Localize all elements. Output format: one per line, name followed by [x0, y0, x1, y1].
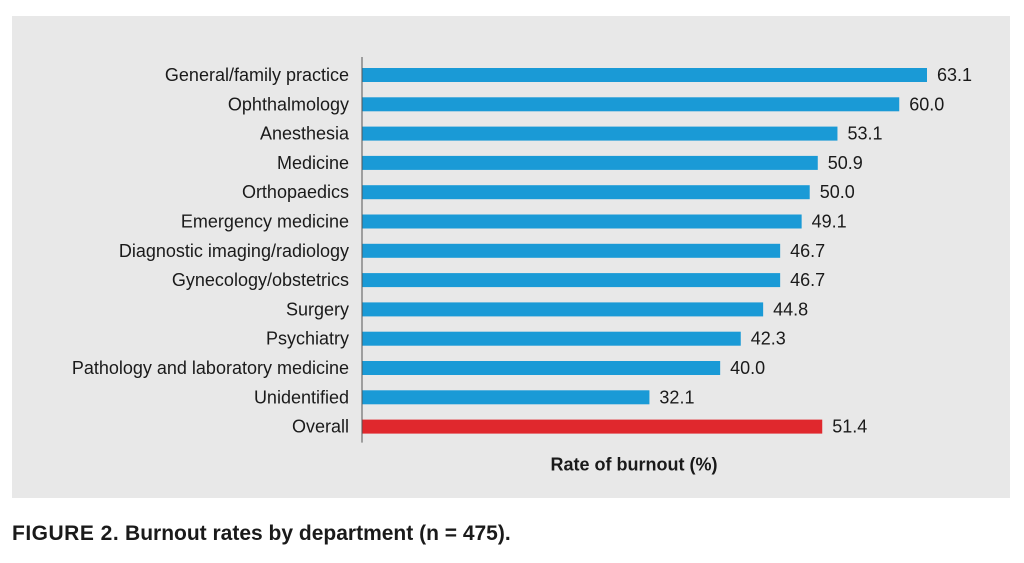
- department-bar: [362, 390, 650, 405]
- department-bar: [362, 185, 810, 200]
- category-label: Orthopaedics: [242, 182, 349, 202]
- category-label: Surgery: [286, 299, 349, 319]
- value-label: 50.9: [828, 153, 863, 173]
- department-bar: [362, 97, 900, 112]
- x-axis-title: Rate of burnout (%): [551, 455, 718, 475]
- value-label: 49.1: [812, 212, 847, 232]
- category-label: Emergency medicine: [181, 212, 349, 232]
- department-bar: [362, 273, 781, 288]
- value-label: 50.0: [820, 182, 855, 202]
- figure-number: FIGURE 2.: [12, 522, 120, 545]
- value-label: 44.8: [773, 299, 808, 319]
- department-bar: [362, 243, 781, 258]
- value-label: 32.1: [659, 387, 694, 407]
- category-label: Diagnostic imaging/radiology: [119, 241, 349, 261]
- department-bar: [362, 68, 927, 82]
- category-label: Medicine: [277, 153, 349, 173]
- category-label: Gynecology/obstetrics: [172, 270, 349, 290]
- category-label: Psychiatry: [266, 329, 349, 349]
- department-bar: [362, 155, 818, 170]
- value-label: 40.0: [730, 358, 765, 378]
- category-label: Unidentified: [254, 387, 349, 407]
- value-label: 46.7: [790, 270, 825, 290]
- value-label: 51.4: [832, 417, 867, 437]
- chart-panel: General/family practice 63.1 Ophthalmology…: [12, 16, 1010, 498]
- category-label: Ophthalmology: [228, 94, 349, 114]
- value-label: 63.1: [937, 65, 972, 85]
- value-label: 60.0: [909, 94, 944, 114]
- overall-bar: [362, 419, 823, 434]
- value-label: 46.7: [790, 241, 825, 261]
- figure-caption: FIGURE 2. Burnout rates by department (n…: [12, 522, 511, 546]
- caption-text: Burnout rates by department (n = 475).: [125, 522, 511, 545]
- category-label: Overall: [292, 417, 349, 437]
- department-bar: [362, 126, 838, 141]
- department-bar: [362, 361, 721, 375]
- department-bar: [362, 331, 741, 346]
- category-label: Pathology and laboratory medicine: [72, 358, 349, 378]
- category-label: General/family practice: [165, 65, 349, 85]
- department-bar: [362, 302, 764, 317]
- department-bar: [362, 214, 802, 229]
- category-label: Anesthesia: [260, 124, 350, 144]
- value-label: 42.3: [751, 329, 786, 349]
- value-label: 53.1: [847, 124, 882, 144]
- bar-chart: General/family practice 63.1 Ophthalmology…: [72, 57, 972, 475]
